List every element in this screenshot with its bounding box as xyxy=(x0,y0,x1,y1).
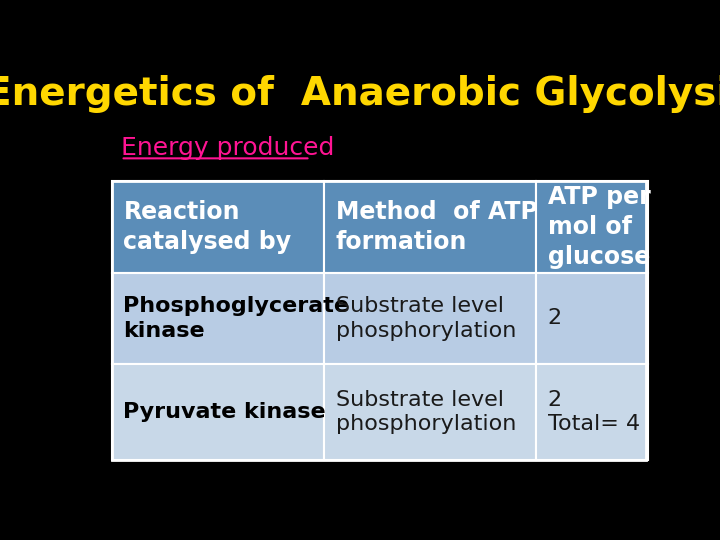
FancyBboxPatch shape xyxy=(112,364,324,460)
Text: Pyruvate kinase: Pyruvate kinase xyxy=(124,402,326,422)
FancyBboxPatch shape xyxy=(536,364,648,460)
Text: Energy produced: Energy produced xyxy=(121,136,334,160)
Text: 2: 2 xyxy=(548,308,562,328)
FancyBboxPatch shape xyxy=(112,273,324,364)
Text: Substrate level
phosphorylation: Substrate level phosphorylation xyxy=(336,296,516,341)
FancyBboxPatch shape xyxy=(324,181,536,273)
FancyBboxPatch shape xyxy=(324,273,536,364)
FancyBboxPatch shape xyxy=(536,273,648,364)
Text: ATP per
mol of
glucose: ATP per mol of glucose xyxy=(548,185,650,269)
Text: Substrate level
phosphorylation: Substrate level phosphorylation xyxy=(336,389,516,434)
Text: 2
Total= 4: 2 Total= 4 xyxy=(548,389,639,434)
FancyBboxPatch shape xyxy=(112,181,324,273)
Text: Energetics of  Anaerobic Glycolysis: Energetics of Anaerobic Glycolysis xyxy=(0,75,720,113)
FancyBboxPatch shape xyxy=(536,181,648,273)
Text: Phosphoglycerate
kinase: Phosphoglycerate kinase xyxy=(124,296,349,341)
Text: Method  of ATP
formation: Method of ATP formation xyxy=(336,200,537,254)
Text: Reaction
catalysed by: Reaction catalysed by xyxy=(124,200,292,254)
FancyBboxPatch shape xyxy=(324,364,536,460)
